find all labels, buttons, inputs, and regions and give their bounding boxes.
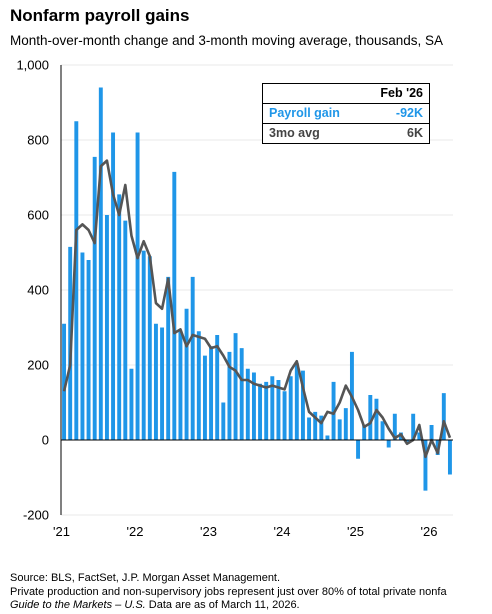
bar: [190, 276, 195, 441]
bar: [62, 323, 67, 440]
bar: [129, 368, 134, 440]
bar: [221, 402, 226, 440]
bar: [196, 331, 201, 440]
bar: [264, 381, 269, 441]
bar: [209, 346, 214, 440]
legend-row-3mo: 3mo avg 6K: [263, 124, 429, 143]
x-tick-label: '24: [274, 524, 291, 539]
legend-header: Feb '26: [263, 84, 429, 104]
bars-layer: [62, 87, 452, 491]
bar: [239, 348, 244, 441]
footnote: Source: BLS, FactSet, J.P. Morgan Asset …: [10, 572, 492, 613]
y-tick-label: 400: [27, 283, 49, 298]
footnote-guide: Guide to the Markets – U.S. Data are as …: [10, 599, 492, 613]
bar: [160, 327, 165, 440]
bar: [233, 333, 238, 441]
bar: [98, 87, 103, 440]
x-axis-ticks: '21 '22 '23 '24 '25 '26: [53, 524, 437, 539]
bar: [245, 368, 250, 440]
bar: [80, 252, 85, 440]
bar: [429, 425, 434, 440]
x-tick-label: '22: [127, 524, 144, 539]
bar: [343, 408, 348, 441]
legend-box: Feb '26 Payroll gain -92K 3mo avg 6K: [262, 83, 430, 144]
line-3mo-avg: [62, 159, 452, 459]
bar: [374, 398, 379, 440]
bar: [300, 370, 305, 441]
bar: [227, 351, 232, 441]
bar: [441, 393, 446, 441]
bar: [288, 376, 293, 440]
chart-title: Nonfarm payroll gains: [10, 6, 190, 25]
bar: [282, 391, 287, 440]
bar: [153, 323, 158, 440]
bar: [270, 376, 275, 440]
bar: [86, 260, 91, 440]
bar: [141, 250, 146, 441]
bar: [251, 372, 256, 440]
bar: [417, 432, 422, 440]
bar: [123, 220, 128, 441]
bar: [172, 171, 177, 441]
y-tick-label: 1,000: [16, 58, 49, 73]
bar: [392, 413, 397, 440]
y-tick-label: 0: [42, 433, 49, 448]
x-tick-label: '25: [347, 524, 364, 539]
bar: [117, 194, 122, 441]
bar: [423, 440, 428, 491]
bar: [356, 440, 361, 459]
bar: [405, 440, 410, 442]
footnote-source: Source: BLS, FactSet, J.P. Morgan Asset …: [10, 572, 281, 584]
footnote-note: Private production and non-supervisory j…: [10, 585, 447, 598]
bar: [74, 121, 79, 440]
bar: [307, 417, 312, 440]
bar: [135, 132, 140, 440]
y-tick-label: 200: [27, 358, 49, 373]
footnote-guide-title: Guide to the Markets – U.S.: [10, 599, 146, 611]
bar: [362, 425, 367, 440]
legend-label-3mo: 3mo avg: [269, 126, 320, 140]
y-tick-label: 600: [27, 208, 49, 223]
x-tick-label: '21: [53, 524, 70, 539]
bar: [380, 421, 385, 440]
x-tick-label: '26: [421, 524, 438, 539]
y-tick-label: -200: [23, 508, 49, 523]
bar: [92, 156, 97, 441]
bar: [368, 395, 373, 440]
bar: [294, 363, 299, 441]
x-tick-label: '23: [200, 524, 217, 539]
bar: [319, 415, 324, 441]
bar: [386, 440, 391, 448]
bar: [258, 383, 263, 440]
bar: [276, 380, 281, 440]
bar: [202, 355, 207, 441]
bar: [178, 331, 183, 440]
bar: [166, 276, 171, 441]
bar: [184, 308, 189, 440]
bar: [331, 381, 336, 441]
axes: [60, 65, 453, 515]
bar: [411, 413, 416, 440]
bar: [111, 132, 116, 440]
legend-row-payroll: Payroll gain -92K: [263, 104, 429, 124]
legend-value-3mo: 6K: [407, 126, 423, 140]
bar: [337, 419, 342, 441]
bar: [104, 215, 109, 440]
bar: [215, 335, 220, 440]
bar: [313, 411, 318, 441]
bar: [447, 440, 452, 475]
y-axis-ticks: -200 0 200 400 600 800 1,000: [16, 58, 49, 523]
line-layer: [62, 159, 452, 459]
y-tick-label: 800: [27, 133, 49, 148]
bar: [325, 435, 330, 440]
bar: [147, 256, 152, 440]
legend-value-payroll: -92K: [395, 106, 423, 120]
chart-subtitle: Month-over-month change and 3-month movi…: [10, 33, 444, 48]
legend-header-label: Feb '26: [380, 86, 423, 100]
legend-label-payroll: Payroll gain: [269, 106, 340, 120]
footnote-date: Data are as of March 11, 2026.: [145, 599, 300, 611]
